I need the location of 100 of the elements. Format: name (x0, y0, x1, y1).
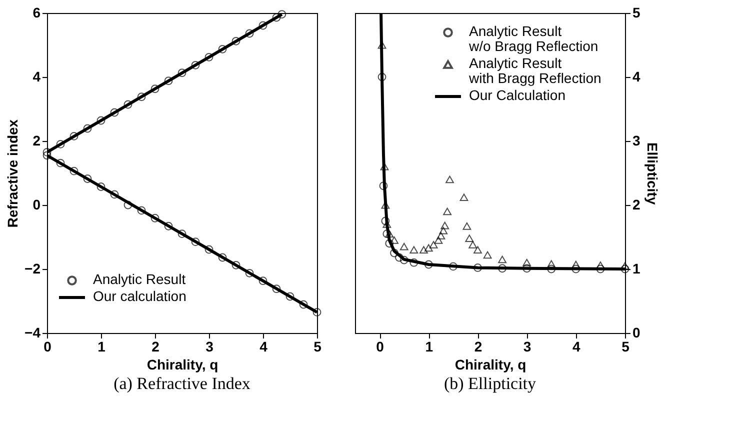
point (385, 239, 394, 248)
y2-tick-label: 1 (632, 260, 640, 276)
y-tick-label: −4 (24, 324, 41, 340)
legend-label: Analytic Result with Bragg Reflection (468, 55, 602, 86)
point (272, 284, 281, 294)
point (150, 84, 160, 94)
point (474, 246, 482, 254)
point (410, 246, 418, 254)
y2-tick-label: 3 (632, 132, 640, 148)
point (164, 76, 173, 86)
point (137, 92, 146, 102)
point (278, 10, 286, 18)
point (390, 248, 398, 258)
point (232, 36, 240, 46)
point (390, 236, 398, 244)
point (164, 222, 173, 230)
y-tick-label: 4 (32, 68, 41, 84)
point (462, 222, 472, 230)
x-tick-label: 5 (314, 338, 322, 354)
point (42, 151, 52, 160)
point (446, 176, 454, 184)
point (83, 124, 92, 133)
point (258, 21, 268, 30)
point (547, 260, 556, 268)
point (380, 162, 389, 170)
point (191, 238, 200, 246)
point (439, 226, 448, 234)
point (70, 132, 78, 140)
y-tick-label: 0 (32, 196, 41, 212)
point (204, 52, 214, 62)
point (232, 260, 240, 270)
point (83, 174, 92, 183)
x-tick-label: 3 (523, 338, 532, 354)
point (96, 182, 106, 191)
x-tick-label: 4 (260, 338, 268, 354)
legend-label: Analytic Result w/o Bragg Reflection (468, 23, 598, 54)
point (522, 264, 532, 273)
point (178, 230, 186, 238)
point (385, 230, 394, 238)
point (191, 60, 200, 70)
y-tick-label: 2 (32, 132, 41, 148)
point (474, 264, 482, 272)
point (547, 264, 556, 274)
point (420, 246, 428, 254)
x-tick-label: 3 (206, 338, 214, 354)
point (400, 256, 408, 264)
point (465, 234, 474, 242)
point (245, 29, 254, 38)
point (429, 240, 438, 248)
point (381, 216, 390, 226)
x-tick-label: 5 (622, 338, 630, 354)
point (299, 300, 308, 309)
point (572, 264, 580, 274)
point (483, 251, 492, 259)
y2-tick-label: 5 (632, 4, 640, 20)
point (434, 236, 443, 244)
x-tick-label: 0 (376, 338, 384, 354)
x-tick-label: 2 (152, 338, 160, 354)
point (400, 242, 408, 250)
y2-axis-title: Ellipticity (644, 142, 660, 205)
x-tick-label: 2 (474, 338, 482, 354)
point (410, 258, 418, 267)
point (572, 260, 580, 268)
point (498, 264, 506, 273)
point (137, 206, 146, 215)
y-tick-label: 6 (32, 4, 41, 20)
point (443, 208, 452, 216)
point (42, 148, 52, 156)
y2-tick-label: 0 (632, 324, 640, 340)
y-tick-label: −2 (24, 260, 41, 276)
point (124, 200, 132, 210)
legend-label: Our Calculation (469, 87, 566, 103)
point (498, 256, 506, 264)
point (394, 253, 404, 262)
y-axis-title: Refractive index (4, 119, 21, 228)
point (96, 116, 106, 125)
legend-label: Analytic Result (93, 271, 186, 287)
point (286, 292, 294, 301)
point (218, 253, 227, 262)
point (178, 68, 186, 78)
point (378, 41, 386, 49)
point (522, 258, 532, 266)
point (424, 260, 433, 269)
point (272, 13, 281, 22)
text: (b) Ellipticity (444, 374, 537, 393)
y2-tick-label: 2 (632, 196, 640, 212)
point (460, 194, 468, 202)
point (110, 108, 119, 117)
point (436, 232, 446, 240)
legend-label: Our calculation (93, 288, 186, 304)
point (56, 158, 65, 168)
point (382, 230, 392, 238)
point (124, 100, 132, 109)
text: (a) Refractive Index (114, 374, 251, 393)
point (110, 190, 119, 199)
x-tick-label: 0 (44, 338, 52, 354)
point (468, 240, 478, 248)
point (448, 262, 458, 271)
point (379, 182, 388, 190)
point (204, 245, 214, 254)
